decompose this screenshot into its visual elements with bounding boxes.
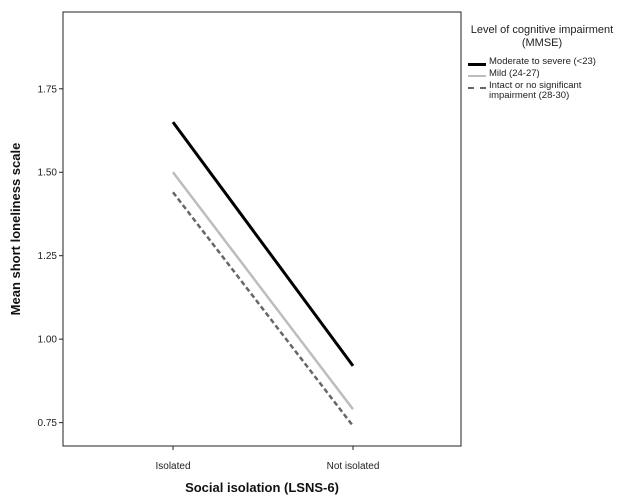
- legend: Level of cognitive impairment (MMSE) Mod…: [468, 24, 616, 103]
- x-axis-ticks: Isolated Not isolated: [155, 446, 379, 472]
- plot-frame: [62, 11, 462, 447]
- x-tick-label: Isolated: [155, 461, 190, 472]
- y-axis-ticks: 0.75 1.00 1.25 1.50 1.75: [38, 84, 63, 429]
- x-tick-label: Not isolated: [327, 461, 380, 472]
- y-tick-label: 1.50: [38, 168, 58, 179]
- y-tick-label: 1.75: [38, 84, 58, 95]
- legend-label: Intact or no significant impairment (28-…: [489, 80, 582, 101]
- legend-label: Moderate to severe (<23): [489, 56, 596, 67]
- series-line-2: [172, 171, 354, 411]
- legend-item: Mild (24-27): [468, 69, 616, 79]
- legend-items: Moderate to severe (<23) Mild (24-27) Inta…: [468, 57, 616, 101]
- legend-item: Moderate to severe (<23): [468, 57, 616, 67]
- y-tick-label: 1.00: [38, 335, 58, 346]
- legend-title: Level of cognitive impairment (MMSE): [470, 24, 614, 49]
- y-tick-label: 1.25: [38, 251, 58, 262]
- series-line-1: [171, 121, 355, 367]
- legend-swatch: [468, 87, 486, 89]
- y-axis-label: Mean short loneliness scale: [8, 143, 23, 316]
- x-axis-label: Social isolation (LSNS-6): [185, 480, 339, 495]
- legend-swatch: [468, 63, 486, 66]
- legend-item: Intact or no significant impairment (28-…: [468, 81, 616, 101]
- legend-label: Mild (24-27): [489, 68, 540, 79]
- series-line-3: [172, 191, 354, 427]
- y-tick-label: 0.75: [38, 418, 58, 429]
- legend-swatch: [468, 75, 486, 77]
- series-lines: [171, 121, 355, 427]
